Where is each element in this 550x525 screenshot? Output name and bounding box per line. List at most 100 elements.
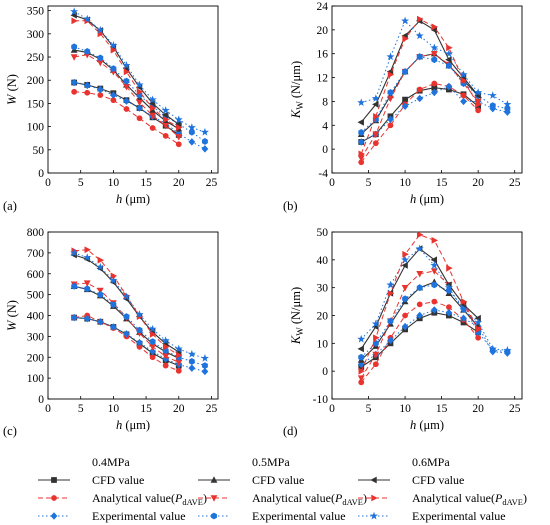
x-tick-label: 5: [366, 177, 372, 189]
y-tick-label: 0: [38, 168, 44, 180]
series-exp-0.6MPa: [70, 7, 209, 136]
data-point: [475, 334, 482, 341]
data-point: [136, 99, 143, 107]
data-point: [136, 343, 143, 350]
series-exp-0.6MPa: [357, 244, 512, 354]
legend-label: CFD value: [92, 473, 144, 487]
data-point: [187, 123, 196, 131]
data-point: [70, 54, 78, 61]
data-point: [149, 112, 157, 120]
data-point: [416, 86, 423, 93]
series-line: [360, 309, 508, 365]
y-axis-label: KW (N/μm): [289, 61, 305, 119]
y-axis-label: W (N): [5, 300, 19, 331]
y-tick-label: 300: [27, 331, 45, 343]
data-point: [445, 56, 452, 64]
data-point: [460, 77, 468, 84]
data-point: [357, 118, 364, 126]
data-point: [430, 50, 438, 58]
data-point: [401, 102, 409, 110]
data-point: [188, 364, 196, 372]
data-point: [358, 150, 365, 158]
series-ana-0.4MPa: [358, 298, 482, 386]
x-tick-label: 25: [509, 177, 521, 189]
data-point: [430, 256, 438, 264]
data-point: [162, 343, 170, 351]
x-tick-label: 15: [436, 177, 448, 189]
data-point: [187, 349, 196, 358]
data-point: [84, 89, 91, 96]
series-ana-0.6MPa: [358, 231, 482, 375]
data-point: [201, 138, 208, 145]
series-line: [74, 20, 180, 128]
data-point: [71, 282, 78, 290]
y-tick-label: 300: [27, 29, 45, 41]
legend-label: Analytical value(PdAVE): [252, 491, 367, 507]
x-tick-label: 20: [173, 177, 185, 189]
series-exp-0.6MPa: [70, 248, 209, 362]
data-point: [416, 271, 424, 278]
data-point: [372, 131, 380, 138]
data-point: [416, 301, 423, 308]
y-tick-label: 20: [317, 311, 329, 323]
data-point: [431, 84, 438, 91]
y-tick-label: 8: [322, 96, 328, 108]
data-point: [358, 367, 365, 375]
data-point: [201, 362, 208, 369]
y-tick-label: 20: [317, 25, 329, 37]
data-point: [83, 280, 91, 287]
legend-group: 0.6MPa CFD value Analytical value(PdAVE) Ex…: [358, 455, 527, 523]
legend: 0.4MPa CFD value Analytical value(PdAVE) Ex…: [38, 455, 527, 523]
data-point: [122, 292, 131, 301]
data-point: [430, 88, 438, 97]
x-tick-label: 5: [78, 177, 84, 189]
data-point: [387, 89, 394, 96]
data-point: [136, 326, 143, 334]
legend-label: Analytical value(PdAVE): [92, 491, 207, 507]
data-point: [109, 41, 118, 49]
data-point: [357, 360, 365, 368]
legend-group-title: 0.5MPa: [252, 455, 290, 469]
legend-marker: [369, 511, 379, 520]
y-tick-label: 40: [317, 255, 329, 267]
data-point: [460, 97, 467, 106]
data-point: [475, 326, 482, 333]
series-line: [360, 18, 479, 155]
data-point: [445, 82, 453, 91]
data-point: [489, 102, 496, 110]
data-point: [175, 359, 183, 367]
data-point: [136, 88, 144, 96]
x-tick-label: 20: [472, 177, 484, 189]
legend-label: Experimental value: [92, 509, 186, 523]
data-point: [123, 106, 130, 112]
legend-group-title: 0.4MPa: [92, 455, 130, 469]
data-point: [402, 312, 408, 319]
data-point: [83, 314, 91, 323]
data-point: [373, 334, 380, 342]
data-point: [110, 97, 117, 104]
series-line: [360, 247, 479, 350]
data-point: [135, 80, 144, 89]
chart-panel: 0 5 10 15 20 25 0 100 200 300 400 500 600 700 800 h (μm…: [3, 227, 219, 438]
data-point: [149, 125, 156, 131]
series-exp-0.4MPa: [70, 313, 209, 376]
data-point: [71, 17, 78, 25]
data-point: [386, 280, 395, 289]
y-tick-label: 800: [27, 227, 45, 239]
data-point: [431, 298, 438, 305]
data-point: [402, 295, 409, 303]
data-point: [162, 353, 170, 360]
y-tick-label: 50: [33, 145, 45, 157]
x-axis-label: h (μm): [410, 192, 444, 206]
y-tick-label: 10: [317, 338, 329, 350]
data-point: [416, 284, 423, 292]
data-point: [459, 70, 468, 79]
data-point: [358, 379, 365, 386]
data-point: [430, 306, 438, 314]
data-point: [109, 91, 117, 99]
data-point: [431, 23, 439, 31]
data-point: [83, 253, 92, 261]
data-point: [188, 138, 196, 146]
data-point: [444, 283, 453, 292]
series-line: [74, 285, 206, 367]
